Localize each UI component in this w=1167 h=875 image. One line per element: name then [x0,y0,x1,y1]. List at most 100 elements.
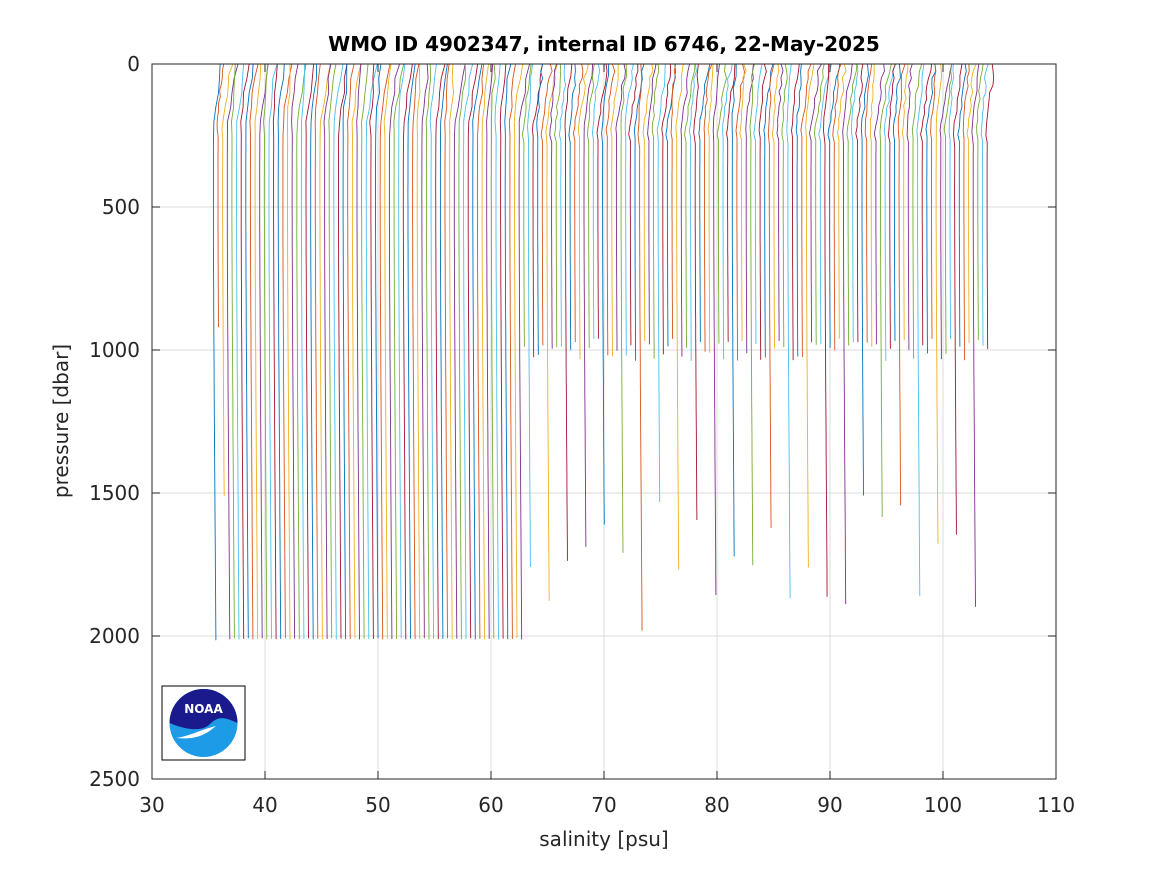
profile-line [300,63,306,639]
y-axis-label: pressure [dbar] [49,344,73,498]
profile-line [268,63,278,639]
profile-line [221,63,234,496]
profile-line [624,63,634,356]
profile-line [558,63,567,347]
profile-line [568,63,576,350]
profile-line [883,63,896,361]
x-tick-labels: 30 40 50 60 70 80 90 100 110 [139,793,1075,817]
profile-line [463,63,474,639]
y-tick-label: 2500 [89,767,140,791]
profile-line [887,63,896,349]
profile-line [651,63,660,359]
profile-line [416,63,421,639]
profile-line [776,63,784,341]
profile-line [314,63,321,639]
profile-line [518,63,531,640]
profile-line [287,63,291,640]
x-tick-label: 30 [139,793,164,817]
profile-line [481,63,490,640]
profile-line [351,63,362,639]
x-tick-label: 60 [478,793,503,817]
profile-line [476,63,485,639]
profile-line [412,63,420,640]
y-tick-label: 1000 [89,338,140,362]
profile-line [254,63,262,639]
profile-line [716,63,727,344]
profile-line [513,63,524,639]
profile-line [786,63,792,599]
profile-line [577,63,589,360]
profile-line [449,63,454,640]
profile-line [680,63,691,357]
profile-line [532,63,544,358]
profile-line [226,63,239,640]
profile-line [767,63,775,529]
profile-line [665,63,676,347]
profile-line [735,63,745,361]
profile-line [809,63,822,343]
profile-line [458,63,467,640]
profile-line [805,63,815,568]
profile-line [971,63,980,607]
profile-line [846,63,858,346]
profile-line [771,63,780,349]
profile-line [925,63,937,354]
profile-line [855,63,864,343]
profile-line [879,63,892,518]
profile-line [583,63,594,547]
profile-line [930,63,937,339]
y-tick-label: 500 [102,195,140,219]
chart-title: WMO ID 4902347, internal ID 6746, 22-May… [328,32,880,56]
profile-line [911,63,923,359]
profile-line [259,63,269,639]
profile-line [781,63,788,348]
x-tick-label: 80 [704,793,729,817]
profile-line [347,63,355,639]
profile-line [212,63,221,641]
profile-line [365,63,378,640]
profile-line [240,63,250,639]
profile-line [379,63,391,640]
x-tick-label: 90 [817,793,842,817]
y-tick-label: 1500 [89,481,140,505]
profile-line [333,63,344,640]
profile-line [407,63,416,639]
profile-line [435,63,446,640]
profile-line [758,63,767,360]
profile-line [263,63,269,640]
profile-line [356,63,362,640]
profile-line [953,63,963,535]
profile-line [591,63,601,339]
profile-line [749,63,755,566]
y-tick-label: 2000 [89,624,140,648]
profile-line [272,63,278,640]
profile-line [813,63,825,345]
profile-line [527,63,534,568]
profile-line [402,63,413,640]
profile-line [753,63,763,345]
profile-line [901,63,909,341]
profile-line [486,63,494,639]
profile-line [745,63,754,354]
profile-line [216,63,225,328]
profile-line [383,63,392,639]
profile-line [712,63,720,596]
profile-line [731,63,737,557]
profile-line [467,63,479,639]
profile-line [722,63,733,360]
profile-line [499,63,507,639]
profile-line [521,63,532,347]
profile-line [549,63,558,349]
y-tick-labels: 0 500 1000 1500 2000 2500 [89,52,140,791]
profile-line [421,63,429,639]
profile-line [943,63,953,354]
profile-line [688,63,697,361]
profile-line [800,63,812,358]
profile-line [508,63,516,639]
x-tick-label: 110 [1037,793,1075,817]
profile-line [545,63,558,601]
profile-line [393,63,405,639]
profile-line [698,63,711,342]
profile-line [231,63,236,639]
